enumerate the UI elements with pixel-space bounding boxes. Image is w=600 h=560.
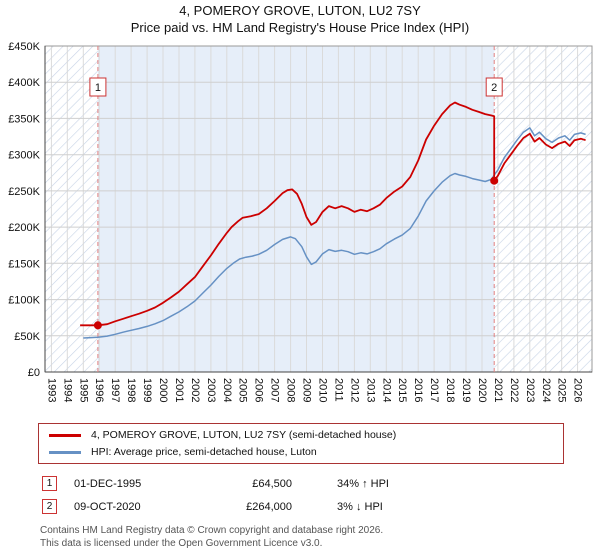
x-tick-label: 2018 bbox=[444, 378, 456, 402]
license-line-2: This data is licensed under the Open Gov… bbox=[40, 538, 323, 549]
x-tick-label: 2004 bbox=[221, 378, 233, 402]
sale-hpi-note-1: 34% ↑ HPI bbox=[337, 477, 389, 490]
x-tick-label: 1993 bbox=[45, 378, 57, 402]
y-tick-label: £50K bbox=[14, 331, 40, 343]
x-tick-label: 2022 bbox=[508, 378, 520, 402]
x-tick-label: 2026 bbox=[572, 378, 584, 402]
legend-item-property: 4, POMEROY GROVE, LUTON, LU2 7SY (semi-d… bbox=[49, 429, 553, 441]
x-tick-label: 1994 bbox=[61, 378, 73, 402]
x-tick-label: 2011 bbox=[332, 378, 344, 402]
x-tick-label: 2015 bbox=[396, 378, 408, 402]
legend-item-hpi: HPI: Average price, semi-detached house,… bbox=[49, 446, 553, 458]
y-tick-label: £100K bbox=[8, 295, 40, 307]
sale-hpi-note-2: 3% ↓ HPI bbox=[337, 500, 383, 513]
y-tick-label: £300K bbox=[8, 150, 40, 162]
sale-price-2: £264,000 bbox=[246, 500, 292, 513]
x-tick-label: 2012 bbox=[348, 378, 360, 402]
x-tick-label: 1996 bbox=[93, 378, 105, 402]
x-tick-label: 2000 bbox=[157, 378, 169, 402]
price-chart: 4, POMEROY GROVE, LUTON, LU2 7SY Price p… bbox=[8, 3, 593, 402]
sale-number-badge-1: 1 bbox=[42, 476, 57, 491]
x-tick-label: 2013 bbox=[364, 378, 376, 402]
x-tick-label: 2019 bbox=[460, 378, 472, 402]
hatch-region-left bbox=[45, 46, 98, 372]
sale-date-1: 01-DEC-1995 bbox=[74, 477, 142, 490]
x-tick-label: 2021 bbox=[492, 378, 504, 402]
y-tick-label: £350K bbox=[8, 113, 40, 125]
x-tick-label: 1995 bbox=[77, 378, 89, 402]
x-tick-label: 2006 bbox=[253, 378, 265, 402]
series-price-paid-indexed bbox=[80, 101, 586, 327]
y-tick-label: £0 bbox=[28, 367, 40, 379]
hatch-region-right bbox=[494, 46, 592, 372]
legend-label-property: 4, POMEROY GROVE, LUTON, LU2 7SY (semi-d… bbox=[91, 429, 397, 441]
x-tick-label: 2008 bbox=[285, 378, 297, 402]
y-tick-label: £450K bbox=[8, 41, 40, 53]
sale-price-1: £64,500 bbox=[252, 477, 292, 490]
sale-marker-box-1 bbox=[89, 77, 107, 97]
y-tick-label: £250K bbox=[8, 186, 40, 198]
sale-marker-num-1: 1 bbox=[95, 82, 101, 94]
property-line-swatch bbox=[49, 433, 81, 437]
y-tick-label: £200K bbox=[8, 222, 40, 234]
hpi-line-swatch bbox=[49, 450, 81, 454]
x-tick-label: 2009 bbox=[301, 378, 313, 402]
x-tick-label: 2002 bbox=[189, 378, 201, 402]
sale-dot-2 bbox=[490, 176, 499, 185]
x-tick-label: 2025 bbox=[556, 378, 568, 402]
x-tick-label: 2007 bbox=[269, 378, 281, 402]
x-tick-label: 1998 bbox=[125, 378, 137, 402]
ownership-region bbox=[97, 46, 495, 372]
sale-dot-1 bbox=[93, 321, 102, 330]
x-tick-label: 2001 bbox=[173, 378, 185, 402]
legend-label-hpi: HPI: Average price, semi-detached house,… bbox=[91, 446, 317, 458]
sale-row-2: 2 09-OCT-2020 £264,000 3% ↓ HPI bbox=[42, 499, 600, 514]
x-tick-label: 2005 bbox=[237, 378, 249, 402]
sale-date-2: 09-OCT-2020 bbox=[74, 500, 141, 513]
y-tick-label: £400K bbox=[8, 77, 40, 89]
sale-marker-box-2 bbox=[485, 77, 503, 97]
x-tick-label: 2010 bbox=[317, 378, 329, 402]
sale-marker-num-2: 2 bbox=[491, 82, 497, 94]
sale-row-1: 1 01-DEC-1995 £64,500 34% ↑ HPI bbox=[42, 476, 600, 491]
chart-legend: 4, POMEROY GROVE, LUTON, LU2 7SY (semi-d… bbox=[38, 423, 564, 464]
x-tick-label: 2014 bbox=[380, 378, 392, 402]
x-tick-label: 1997 bbox=[109, 378, 121, 402]
y-tick-label: £150K bbox=[8, 258, 40, 270]
x-tick-label: 2020 bbox=[476, 378, 488, 402]
x-tick-label: 2016 bbox=[412, 378, 424, 402]
sales-table: 1 01-DEC-1995 £64,500 34% ↑ HPI 2 09-OCT… bbox=[42, 476, 600, 514]
series-hpi-average bbox=[83, 127, 586, 339]
license-line-1: Contains HM Land Registry data © Crown c… bbox=[40, 525, 384, 536]
x-tick-label: 1999 bbox=[141, 378, 153, 402]
sale-number-badge-2: 2 bbox=[42, 499, 57, 514]
chart-subtitle: Price paid vs. HM Land Registry's House … bbox=[131, 20, 469, 35]
x-tick-label: 2003 bbox=[205, 378, 217, 402]
license-note: Contains HM Land Registry data © Crown c… bbox=[40, 524, 590, 550]
chart-title: 4, POMEROY GROVE, LUTON, LU2 7SY bbox=[179, 3, 421, 18]
x-tick-label: 2024 bbox=[540, 378, 552, 402]
x-tick-label: 2023 bbox=[524, 378, 536, 402]
x-tick-label: 2017 bbox=[428, 378, 440, 402]
